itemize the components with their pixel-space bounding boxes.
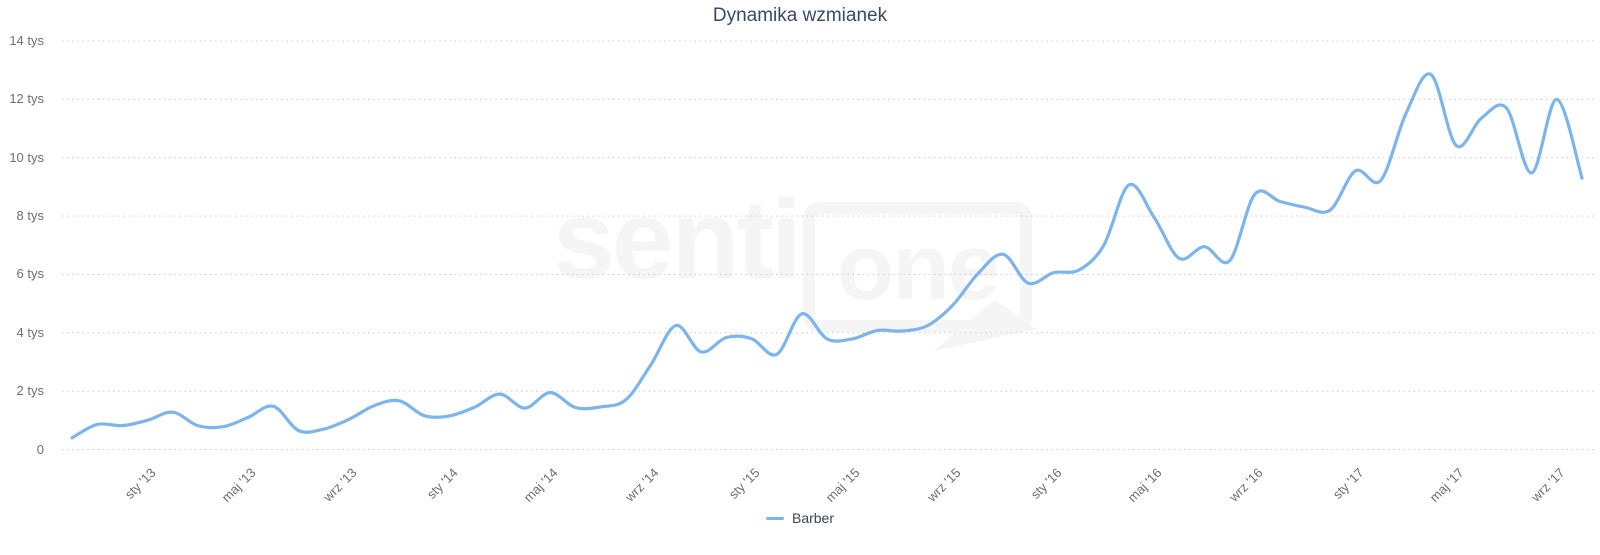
y-axis-label: 12 tys [9, 91, 44, 107]
y-axis-label: 10 tys [9, 149, 44, 165]
y-axis-label: 0 [36, 441, 44, 457]
legend: Barber [0, 510, 1600, 526]
legend-item-barber[interactable]: Barber [765, 510, 835, 526]
y-axis-label: 4 tys [16, 324, 44, 340]
watermark-one-text: one [836, 214, 1000, 319]
y-axis-label: 8 tys [16, 208, 44, 224]
watermark-speech-bubble: one [803, 202, 1032, 332]
series-line-barber[interactable] [70, 72, 1584, 440]
watermark-senti-text: senti [552, 177, 802, 302]
legend-label: Barber [791, 510, 835, 526]
y-axis-label: 14 tys [9, 33, 44, 48]
y-axis-label: 2 tys [16, 383, 44, 399]
legend-marker-line-icon [765, 516, 784, 520]
y-axis-label: 6 tys [16, 266, 44, 282]
gridlines [62, 40, 1597, 451]
chart-title: Dynamika wzmianek [712, 5, 888, 26]
